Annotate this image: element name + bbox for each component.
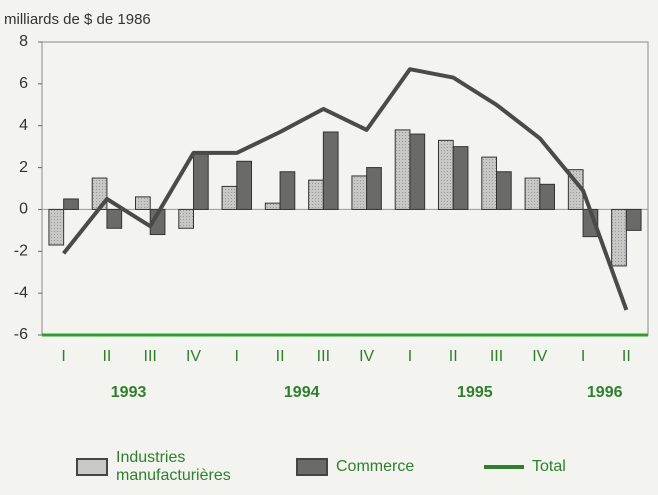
y-tick-label: 6	[19, 75, 28, 92]
year-label: 1995	[457, 384, 493, 401]
y-tick-label: 0	[19, 201, 28, 218]
bar	[351, 175, 368, 210]
x-tick-label: I	[581, 348, 585, 365]
x-tick-label: III	[317, 348, 330, 365]
total-line	[62, 67, 629, 311]
bar	[63, 198, 79, 210]
year-label: 1994	[284, 384, 320, 401]
x-tick-label: I	[61, 348, 65, 365]
bar	[366, 167, 382, 210]
legend-swatch	[484, 464, 524, 469]
x-tick-label: II	[102, 348, 111, 365]
x-tick-label: IV	[186, 348, 201, 365]
legend-label: Total	[532, 457, 566, 475]
x-tick-label: II	[276, 348, 285, 365]
bar	[437, 139, 454, 210]
y-tick-label: -4	[14, 284, 28, 301]
legend: Industries manufacturières Commerce Total	[0, 438, 658, 495]
bar	[394, 129, 411, 210]
y-tick-label: 2	[19, 159, 28, 176]
bar	[308, 179, 324, 210]
legend-swatch	[296, 457, 328, 476]
legend-item: Commerce	[296, 438, 414, 495]
bar	[279, 171, 296, 210]
bar	[496, 171, 512, 210]
y-tick-label: -6	[14, 326, 28, 343]
legend-label: Commerce	[336, 457, 415, 475]
year-label: 1993	[111, 384, 147, 401]
y-tick-label: -2	[14, 243, 28, 260]
bar	[149, 208, 166, 236]
x-tick-label: II	[449, 348, 458, 365]
x-tick-label: IV	[532, 348, 547, 365]
bar	[524, 177, 541, 210]
x-tick-label: I	[235, 348, 239, 365]
legend-item: Total	[484, 438, 566, 495]
legend-label: Industries manufacturières	[116, 448, 231, 484]
bar	[611, 208, 627, 267]
plot-frame	[41, 41, 649, 336]
bar	[539, 183, 556, 210]
y-tick-label: 8	[19, 33, 28, 50]
y-tick-label: 4	[19, 117, 28, 134]
legend-item: Industries manufacturières	[76, 438, 256, 495]
bar	[134, 196, 151, 210]
x-tick-label: IV	[359, 348, 374, 365]
bar	[178, 208, 194, 229]
bar	[322, 131, 339, 210]
bar	[48, 208, 65, 246]
bar	[264, 202, 281, 210]
bar	[221, 185, 238, 210]
year-label: 1996	[587, 384, 623, 401]
chart-title: milliards de $ de 1986	[4, 11, 151, 28]
bar	[193, 152, 209, 210]
bar	[409, 133, 426, 210]
bar	[236, 160, 253, 210]
legend-swatch	[76, 457, 108, 476]
x-tick-label: III	[144, 348, 157, 365]
x-tick-label: I	[408, 348, 412, 365]
x-tick-label: II	[622, 348, 631, 365]
bar	[106, 208, 123, 229]
x-tick-label: III	[490, 348, 503, 365]
bar	[625, 208, 642, 231]
bar	[452, 146, 469, 210]
bar	[481, 156, 498, 210]
